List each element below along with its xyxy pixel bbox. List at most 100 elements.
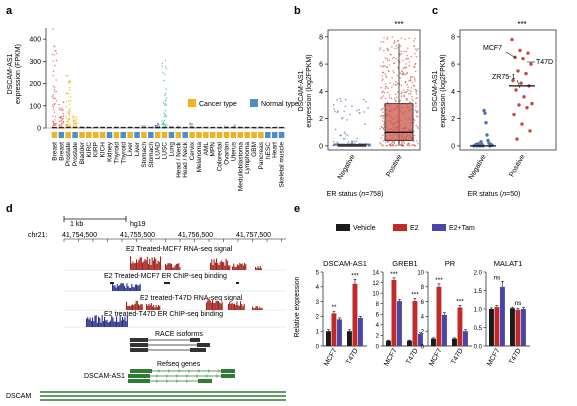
data-point-positive <box>408 37 411 39</box>
signal-bar <box>219 262 221 270</box>
data-point-positive <box>414 88 417 91</box>
data-point <box>58 116 60 119</box>
x-tick-label: Liver <box>134 141 141 156</box>
y-tick-label: 4 <box>376 323 380 329</box>
x-tick-label: Positive <box>385 153 403 178</box>
data-point <box>68 81 71 83</box>
x-tick-label: LUSC <box>162 142 169 160</box>
x-tick-label: Medulloblastoma <box>237 142 244 192</box>
data-point <box>53 86 56 89</box>
signal-bar <box>130 256 132 270</box>
chip-signal-bar <box>126 283 128 291</box>
x-tick-label: Uterus <box>230 141 237 161</box>
data-point-positive <box>382 140 385 142</box>
x-tick-label: Prostate <box>65 142 72 167</box>
scale-bar-label: 1 kb <box>70 221 83 228</box>
signal-bar <box>216 300 218 310</box>
data-point-positive <box>407 93 410 95</box>
signal-bar <box>127 306 129 310</box>
data-point <box>163 112 165 114</box>
x-tick-label: Kidney <box>107 141 114 162</box>
data-point-positive <box>395 96 398 98</box>
data-point-positive <box>399 72 402 75</box>
signal-bar <box>144 259 146 270</box>
x-tick-label: Ovarian <box>224 142 231 165</box>
signal-bar <box>208 298 210 310</box>
data-point-positive <box>409 101 412 104</box>
data-point-positive <box>387 48 389 51</box>
chip-signal-bar <box>122 283 124 291</box>
data-point-positive <box>410 87 413 89</box>
data-point <box>171 125 173 128</box>
chip-peak <box>236 282 239 284</box>
bar <box>431 338 436 346</box>
data-point <box>67 111 69 113</box>
legend-swatch-normal <box>250 99 258 107</box>
panel-c-xlabel-n: n <box>502 191 506 198</box>
data-point-positive <box>382 49 385 52</box>
annotation-zr75: ZR75-1 <box>492 74 515 81</box>
data-point <box>60 117 62 120</box>
category-type-box <box>251 132 257 138</box>
chip-signal-bar <box>134 284 136 291</box>
chip-signal-bar <box>131 283 133 291</box>
signal-bar <box>160 256 162 270</box>
signal-bar <box>222 261 224 270</box>
x-tick-label: Thyroid <box>120 142 127 164</box>
data-point <box>55 52 58 55</box>
x-tick-label: Thyroid <box>113 142 120 164</box>
signal-bar <box>230 303 232 310</box>
x-tick-label: Bladder <box>79 141 86 164</box>
data-point <box>65 121 68 123</box>
data-point-positive <box>380 114 383 117</box>
data-point-positive <box>414 80 416 82</box>
data-point <box>74 120 76 122</box>
y-tick-label: 4 <box>316 285 320 291</box>
chip-signal-bar <box>92 317 94 327</box>
data-point-positive <box>413 76 415 79</box>
data-point-negative <box>336 141 339 143</box>
signal-bar <box>232 266 234 270</box>
data-point <box>69 123 71 125</box>
panel-b-ylabel: DSCAM-AS1expression (log2FPKM) <box>298 54 313 127</box>
chip-signal-bar <box>118 286 120 291</box>
data-point <box>163 119 165 122</box>
chip-signal-bar <box>100 322 102 327</box>
data-point <box>191 125 194 128</box>
chip-signal-bar <box>130 287 132 291</box>
data-point-positive <box>415 105 417 108</box>
data-point-positive <box>406 47 409 49</box>
panel-b-significance: *** <box>394 20 403 29</box>
data-point-positive <box>406 54 409 57</box>
data-point <box>55 59 58 62</box>
panel-a-points <box>51 28 285 129</box>
y-tick-label: 0.0 <box>474 344 483 350</box>
data-point-positive <box>399 45 402 47</box>
legend-swatch-e2 <box>393 224 407 231</box>
data-point <box>60 124 63 126</box>
data-point <box>62 121 65 124</box>
data-point-positive <box>400 50 402 52</box>
track-mcf7-rna <box>64 256 286 271</box>
data-point-positive <box>416 47 419 50</box>
data-point-negative <box>344 133 347 135</box>
data-point-negative <box>364 123 366 126</box>
data-point <box>53 111 56 114</box>
data-point <box>55 100 58 102</box>
data-point-negative <box>367 106 369 109</box>
data-point-positive <box>385 85 388 88</box>
data-point-negative <box>346 134 349 136</box>
panel-c-points <box>470 37 535 148</box>
strand-arrow <box>175 374 179 378</box>
chip-signal-bar <box>125 321 127 327</box>
data-point-positive <box>393 97 396 100</box>
data-point-positive <box>387 87 389 90</box>
data-point-positive <box>384 97 387 100</box>
data-point <box>73 115 75 118</box>
chip-signal-bar <box>127 286 129 291</box>
data-point-positive <box>406 72 408 75</box>
data-point <box>233 124 236 126</box>
data-point-positive <box>379 47 381 49</box>
data-point <box>58 108 60 111</box>
data-point-positive <box>389 82 391 84</box>
